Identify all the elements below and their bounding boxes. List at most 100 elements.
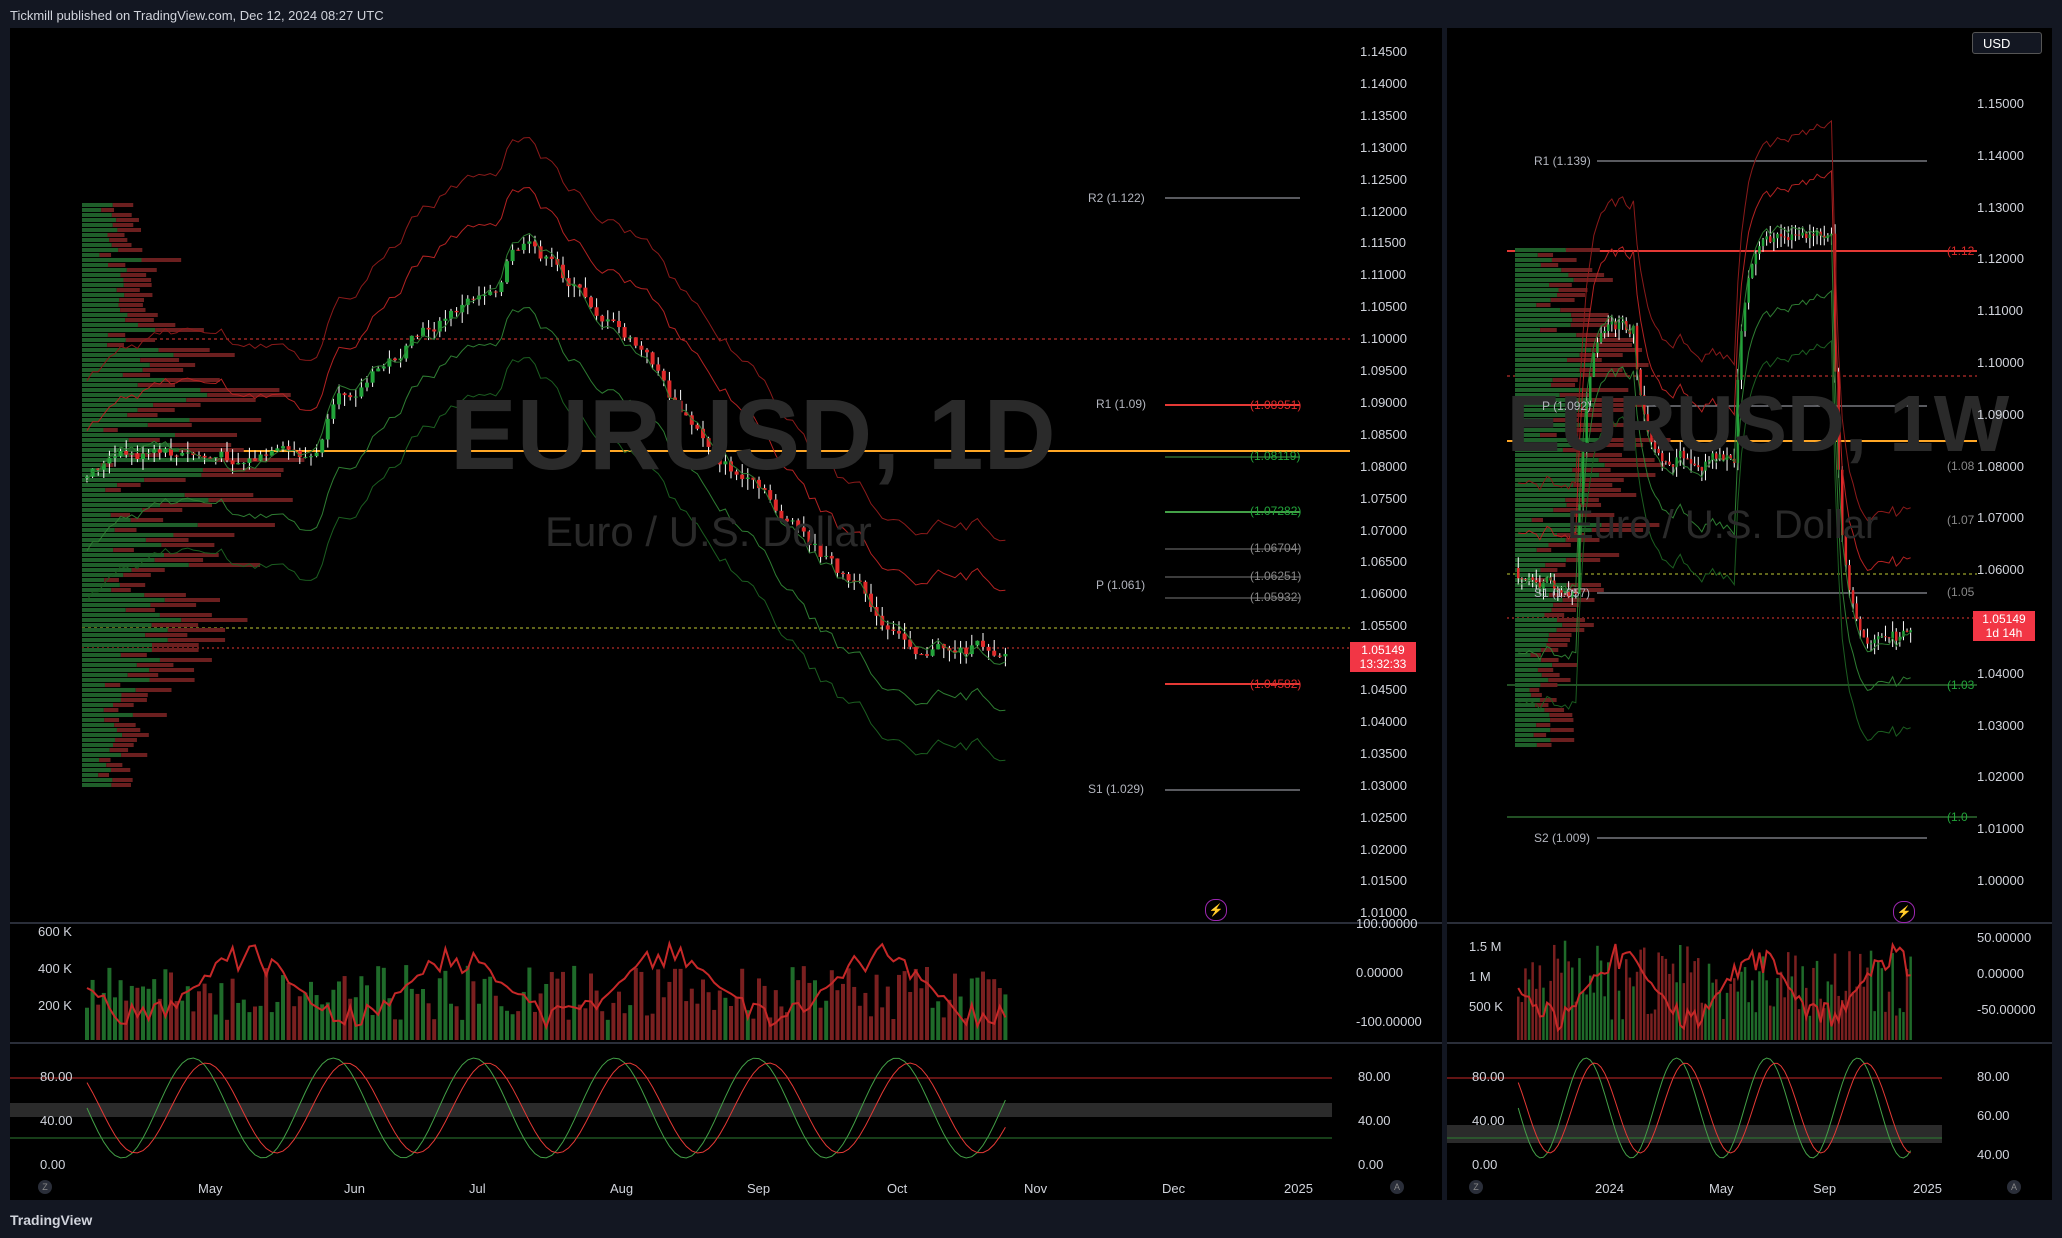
price-tick: 1.07500 [1360, 490, 1407, 506]
candle-body [622, 327, 627, 338]
volume-bar [577, 1004, 582, 1040]
candle-body [1596, 342, 1599, 353]
zoom-icon-weekly[interactable]: Z [1469, 1180, 1483, 1194]
weekly-chart-canvas[interactable] [1447, 28, 2052, 1200]
fib-level-weekly-3: (1.07 [1947, 513, 1975, 527]
volume-profile-bar [82, 258, 142, 262]
price-tick: 1.05500 [1360, 618, 1407, 634]
volume-profile-bar [1552, 663, 1578, 667]
tradingview-logo[interactable]: TradingView [10, 1212, 93, 1228]
volume-bar [913, 968, 918, 1040]
volume-bar [555, 978, 560, 1040]
volume-bar [488, 976, 493, 1040]
volume-bar [1740, 971, 1743, 1040]
volume-bar [163, 969, 168, 1040]
candle-body [107, 457, 112, 464]
volume-profile-bar [1544, 708, 1565, 712]
candle-body [1779, 233, 1783, 237]
fib-level-1: (1.08951) [1250, 398, 1302, 412]
auto-scale-icon[interactable]: A [1390, 1180, 1404, 1194]
volume-profile-bar [82, 703, 114, 707]
volume-bar [1517, 996, 1520, 1040]
volume-profile-bar [1566, 583, 1602, 587]
volume-profile-bar [1549, 713, 1573, 717]
volume-bar [701, 979, 705, 1040]
candle-body [381, 366, 386, 369]
volume-profile-bar [1515, 693, 1532, 697]
candle-body [1610, 321, 1614, 325]
price-tick: 1.09000 [1360, 394, 1407, 410]
price-tick: 1.12000 [1360, 203, 1407, 219]
volume-profile-bar [145, 538, 189, 542]
volume-bar [1571, 967, 1574, 1040]
volume-profile-bar [1515, 608, 1552, 612]
zoom-icon[interactable]: Z [38, 1180, 52, 1194]
volume-bar [628, 1005, 633, 1040]
daily-chart-canvas[interactable] [10, 28, 1442, 1200]
volume-bar [622, 1013, 627, 1040]
volume-profile-bar [82, 313, 128, 317]
candle-body [376, 368, 381, 372]
volume-bar [1632, 986, 1635, 1040]
volume-profile-bar [82, 368, 143, 372]
volume-profile-bar [116, 288, 140, 292]
volume-bar [594, 990, 599, 1040]
volume-profile-bar [82, 428, 104, 432]
volume-profile-bar [98, 773, 110, 777]
volume-bar [393, 1019, 397, 1040]
volume-profile-bar [99, 253, 112, 257]
volume-profile-bar [149, 678, 195, 682]
volume-profile-bar [1515, 723, 1537, 727]
volume-bar [813, 980, 817, 1040]
volume-profile-bar [101, 208, 115, 212]
volume-profile-bar [1515, 718, 1551, 722]
stoch-d-line [1517, 1062, 1911, 1154]
volume-profile-bar [82, 273, 121, 277]
candle-body [1848, 565, 1851, 591]
fib-level-weekly-2: (1.08 [1947, 459, 1975, 473]
volume-profile-bar [1540, 683, 1558, 687]
cci-line [86, 939, 1007, 1031]
publisher-info: Tickmill published on TradingView.com, D… [10, 8, 384, 23]
stoch-tick: 0.00 [1472, 1157, 1498, 1172]
price-tick: 1.03000 [1360, 777, 1407, 793]
volume-profile-bar [1515, 428, 1570, 432]
volume-bar [1625, 959, 1628, 1040]
time-tick: Oct [887, 1181, 908, 1196]
volume-bar [1549, 980, 1552, 1040]
candle-body [1520, 578, 1524, 580]
volume-bar [925, 967, 929, 1040]
candle-body [689, 415, 694, 425]
volume-profile-bar [1515, 288, 1559, 292]
volume-profile-bar [117, 483, 141, 487]
volume-profile-bar [149, 668, 195, 672]
volume-profile-bar [1515, 283, 1550, 287]
volume-profile-bar [82, 683, 105, 687]
volume-profile-bar [1515, 598, 1563, 602]
volume-bar [1682, 983, 1686, 1040]
volume-bar [1715, 979, 1718, 1040]
candle-body [1761, 239, 1765, 247]
volume-profile-bar [1568, 588, 1604, 592]
candle-body [449, 310, 453, 319]
candle-body [779, 510, 784, 519]
currency-button[interactable]: USD [1972, 32, 2042, 54]
volume-profile-bar [1515, 473, 1600, 477]
candle-body [919, 654, 924, 656]
price-tick: 1.13500 [1360, 107, 1407, 123]
candle-body [443, 318, 448, 321]
lightning-icon[interactable]: ⚡ [1205, 899, 1227, 921]
volume-profile-bar [1515, 338, 1587, 342]
volume-bar [611, 1002, 616, 1040]
price-tick: 1.13000 [1360, 139, 1407, 155]
moving-average [86, 232, 1006, 665]
lightning-icon-weekly[interactable]: ⚡ [1893, 901, 1915, 923]
volume-bar [527, 967, 532, 1040]
volume-bar [197, 991, 201, 1040]
volume-profile-bar [82, 593, 145, 597]
daily-chart-panel[interactable]: EURUSD, 1D Euro / U.S. Dollar 1.14500 1.1… [10, 28, 1442, 1200]
stoch-tick: 40.00 [1472, 1113, 1505, 1128]
weekly-chart-panel[interactable]: EURUSD, 1W Euro / U.S. Dollar USD 1.1500… [1447, 28, 2052, 1200]
candle-body [1686, 458, 1689, 460]
auto-scale-icon-weekly[interactable]: A [2007, 1180, 2021, 1194]
